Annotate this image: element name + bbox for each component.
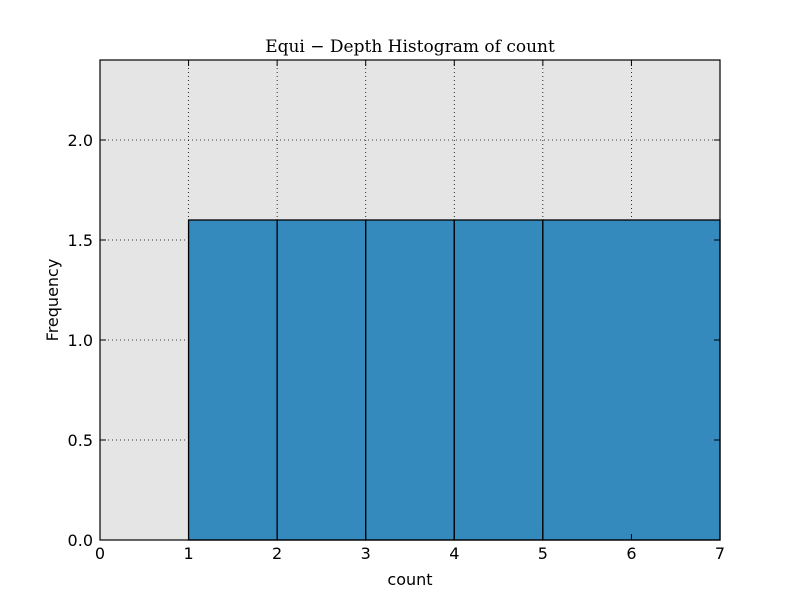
x-tick-label: 7 [715,544,725,563]
chart-title: Equi − Depth Histogram of count [265,37,555,57]
y-tick-label: 0.5 [68,431,93,450]
x-tick-label: 5 [538,544,548,563]
x-tick-label: 1 [183,544,193,563]
histogram-bar [276,219,367,541]
y-tick-label: 1.5 [68,231,93,250]
x-tick-label: 6 [626,544,636,563]
axis-ticks: 0 1 2 3 4 5 6 7 0.0 0.5 1.0 1.5 2.0 [68,60,725,563]
y-tick-label: 0.0 [68,531,93,550]
x-tick-label: 0 [95,544,105,563]
x-tick-label: 3 [361,544,371,563]
histogram-bars [187,219,721,541]
y-axis-label: Frequency [43,259,62,342]
x-axis-label: count [387,570,432,589]
histogram-bar [453,219,544,541]
histogram-bar [187,219,278,541]
plot-frame [99,59,721,541]
histogram-bar [365,219,455,541]
x-tick-label: 2 [272,544,282,563]
y-tick-label: 2.0 [68,131,93,150]
histogram-bar [542,219,721,541]
y-tick-label: 1.0 [68,331,93,350]
x-tick-label: 4 [449,544,459,563]
